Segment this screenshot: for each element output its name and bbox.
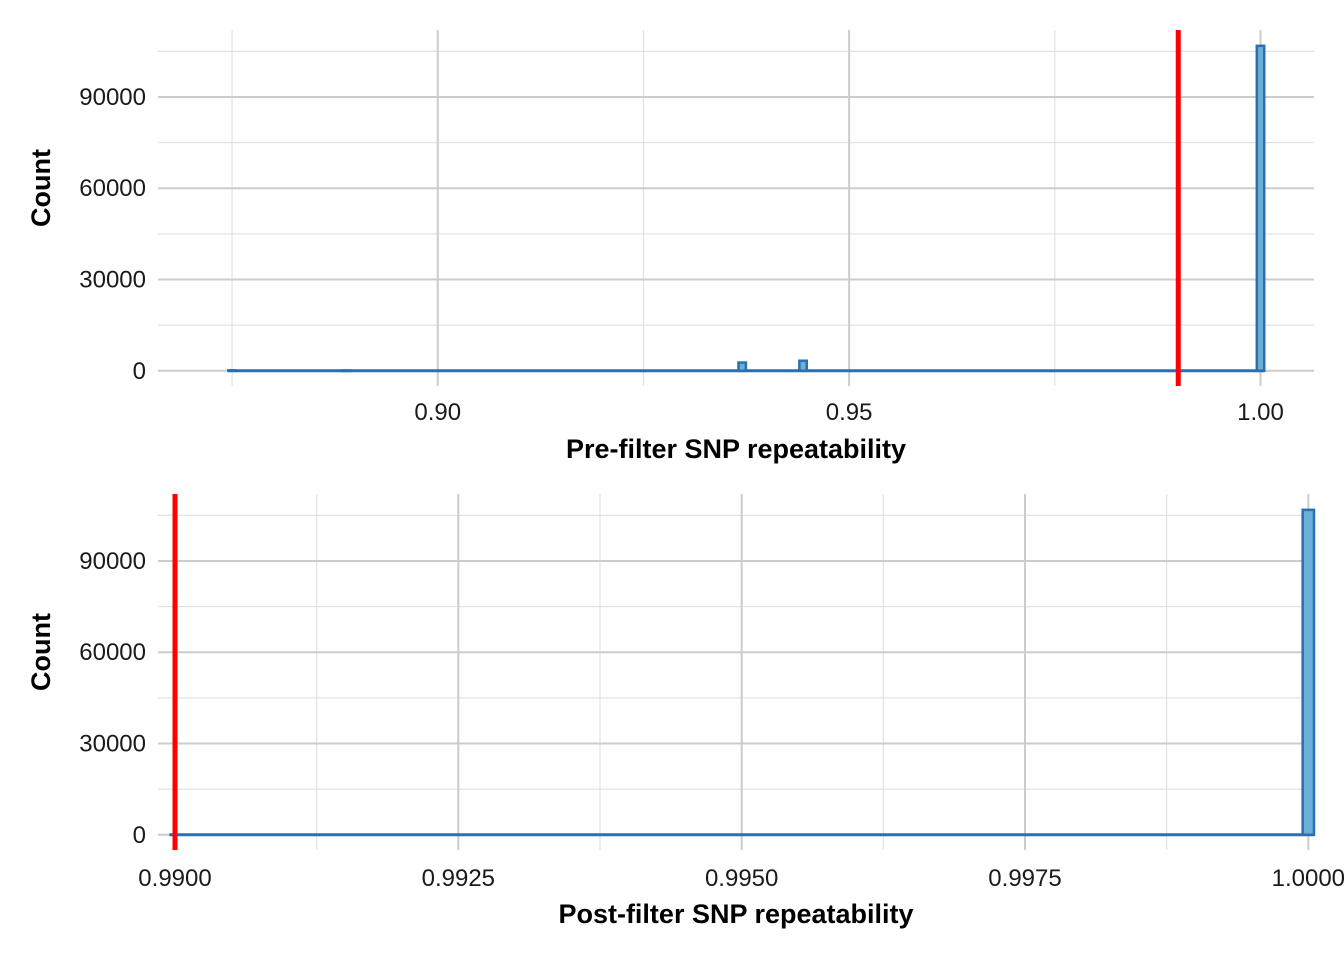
y-axis-title: Count: [26, 149, 56, 227]
y-tick-label: 0: [133, 358, 146, 385]
x-axis-title: Pre-filter SNP repeatability: [566, 434, 906, 464]
x-tick-label: 0.9900: [138, 865, 211, 892]
y-tick-label: 90000: [79, 548, 146, 575]
x-tick-label: 0.95: [826, 399, 873, 426]
y-tick-label: 90000: [79, 84, 146, 111]
x-tick-label: 0.9925: [422, 865, 495, 892]
y-tick-label: 60000: [79, 639, 146, 666]
histogram-bar: [341, 369, 352, 373]
y-tick-label: 0: [133, 822, 146, 849]
y-tick-label: 30000: [79, 267, 146, 294]
x-axis-title: Post-filter SNP repeatability: [558, 899, 913, 929]
y-tick-label: 30000: [79, 731, 146, 758]
histogram-bar: [1301, 508, 1316, 837]
x-tick-label: 0.9950: [705, 865, 778, 892]
histogram-bar: [737, 361, 748, 373]
x-tick-label: 1.0000: [1272, 865, 1344, 892]
post-filter-panel: 0.9900 0.9925 0.9950 0.9975 1.0000 0 30000 6000…: [26, 494, 1344, 929]
y-tick-label: 60000: [79, 175, 146, 202]
x-tick-label: 0.90: [414, 399, 461, 426]
y-axis-title: Count: [26, 613, 56, 691]
histogram-bar: [227, 369, 238, 373]
x-tick-label: 1.00: [1237, 399, 1284, 426]
histogram-bar: [798, 359, 809, 373]
x-tick-label: 0.9975: [988, 865, 1061, 892]
histogram-bar: [1255, 44, 1266, 373]
pre-filter-panel: 0.90 0.95 1.00 0 30000 60000 90000 Pre-filter S…: [26, 30, 1314, 464]
